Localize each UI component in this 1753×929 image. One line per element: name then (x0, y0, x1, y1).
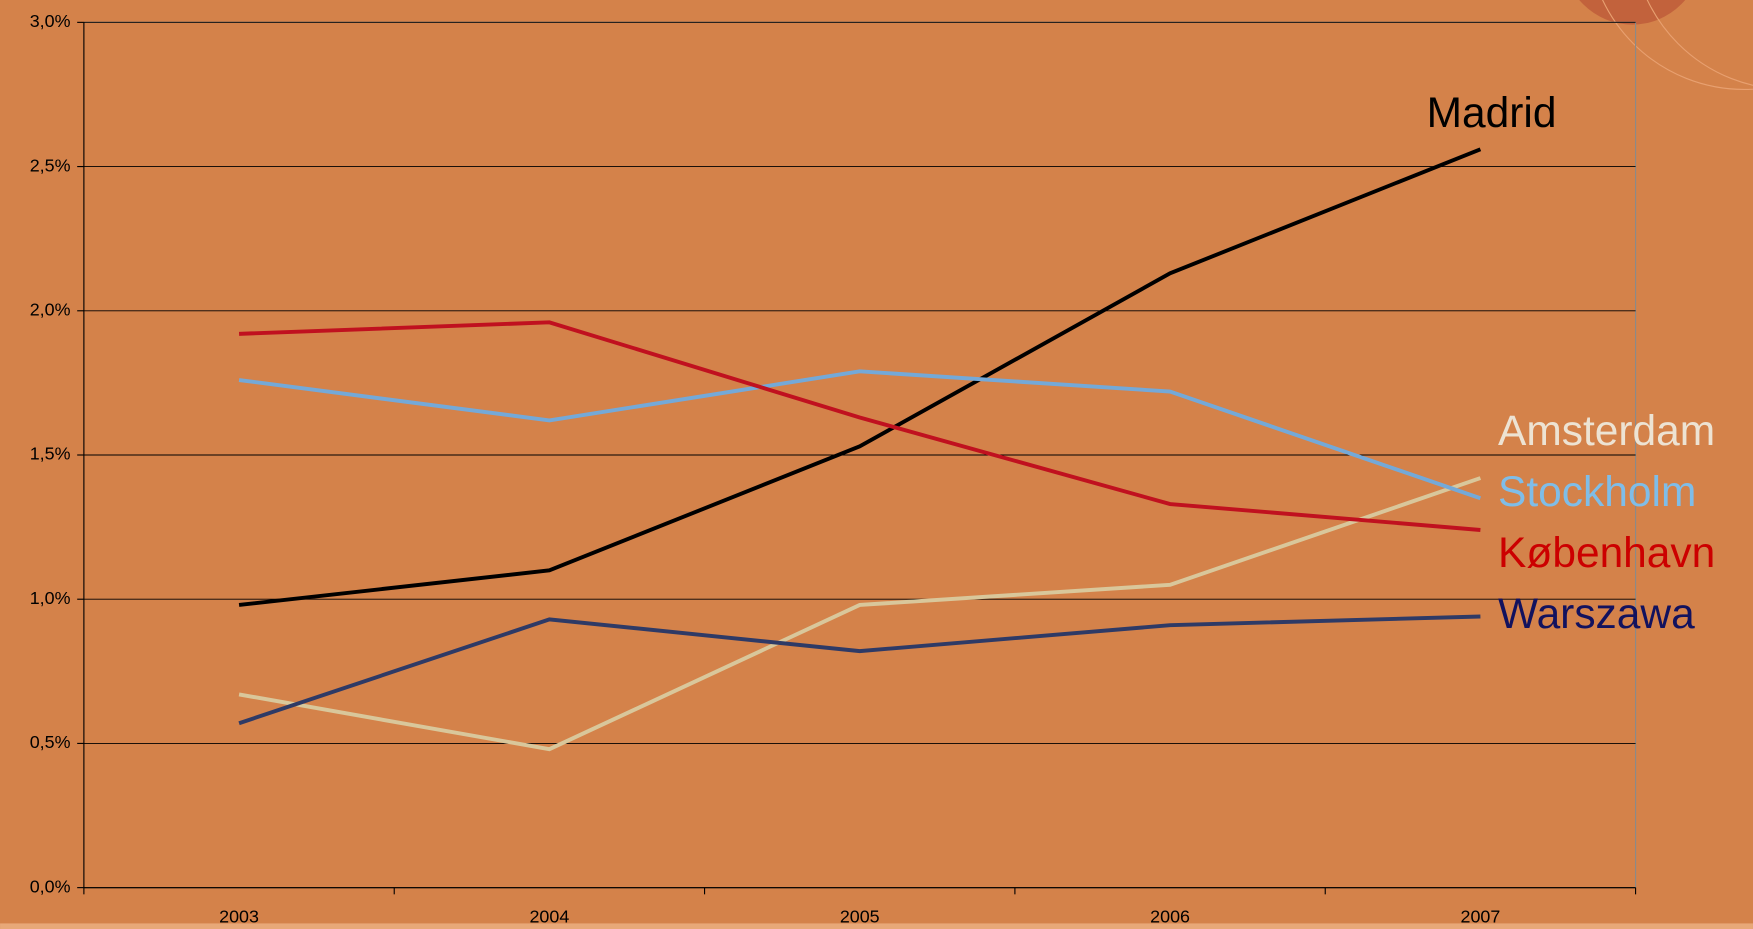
y-tick-label: 2,0% (30, 300, 71, 320)
y-tick-label: 1,0% (30, 588, 71, 608)
bottom-strip (0, 923, 1753, 929)
x-tick-label: 2006 (1150, 907, 1190, 927)
decoration (1579, 0, 1686, 25)
series-line (238, 320, 1481, 532)
series-label: København (1498, 530, 1715, 577)
series-label: Stockholm (1498, 469, 1696, 516)
y-tick-label: 2,5% (30, 155, 71, 175)
series-line (238, 369, 1482, 501)
series-line (238, 147, 1482, 607)
y-tick-label: 0,5% (30, 732, 71, 752)
y-tick-label: 3,0% (30, 11, 71, 31)
series-line (238, 476, 1482, 752)
series-line (238, 614, 1481, 726)
decoration (1602, 0, 1753, 90)
x-tick-label: 2004 (530, 907, 570, 927)
x-tick-label: 2003 (219, 907, 259, 927)
x-tick-label: 2007 (1461, 907, 1501, 927)
series-label: Amsterdam (1498, 408, 1715, 455)
series-label: Madrid (1427, 90, 1557, 137)
x-tick-label: 2005 (840, 907, 880, 927)
series-label: Warszawa (1498, 591, 1695, 638)
y-tick-label: 1,5% (30, 444, 71, 464)
y-tick-label: 0,0% (30, 876, 71, 896)
